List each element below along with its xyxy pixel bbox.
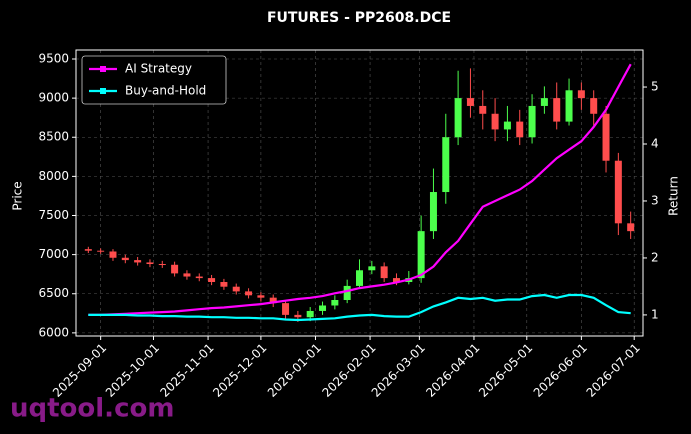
y-tick-label: 8500 xyxy=(38,130,69,144)
candle-body xyxy=(294,314,302,318)
candle-body xyxy=(380,266,388,279)
y-tick-label: 8000 xyxy=(38,169,69,183)
candle-body xyxy=(282,303,290,315)
y2-tick-label: 5 xyxy=(651,80,659,94)
candle-body xyxy=(146,262,154,265)
y2-tick-label: 2 xyxy=(651,250,659,264)
chart-title: FUTURES - PP2608.DCE xyxy=(267,10,451,26)
candle-body xyxy=(306,310,314,318)
y2-axis-label: Return xyxy=(667,176,681,216)
candle-body xyxy=(195,276,203,279)
legend-box xyxy=(81,55,227,105)
candle-body xyxy=(269,297,277,304)
candle-body xyxy=(97,250,105,252)
y-axis-label: Price xyxy=(11,181,25,210)
x-tick-label: 2025-11-01 xyxy=(157,341,216,400)
candle-body xyxy=(417,231,425,279)
legend-label: AI Strategy xyxy=(125,62,192,76)
candle-body xyxy=(479,105,487,114)
candle-body xyxy=(84,249,92,251)
y-tick-label: 6500 xyxy=(38,286,69,300)
candle-body xyxy=(614,160,622,224)
y2-tick-label: 3 xyxy=(651,193,659,207)
y-tick-label: 9000 xyxy=(38,91,69,105)
x-tick-label: 2026-05-01 xyxy=(476,341,535,400)
legend: AI Strategy Buy-and-Hold xyxy=(81,55,227,105)
candle-body xyxy=(121,257,129,261)
legend-label: Buy-and-Hold xyxy=(125,84,206,98)
candle-body xyxy=(590,98,598,114)
candle-body xyxy=(158,264,166,266)
candle-body xyxy=(516,121,524,138)
candle-body xyxy=(208,278,216,283)
y-tick-label: 7500 xyxy=(38,208,69,222)
x-tick-label: 2026-07-01 xyxy=(584,341,643,400)
candle-body xyxy=(171,264,179,274)
candle-body xyxy=(503,121,511,130)
y-tick-label: 6000 xyxy=(38,325,69,339)
x-tick-label: 2025-12-01 xyxy=(210,341,269,400)
candle-body xyxy=(356,270,363,286)
plot-frame xyxy=(75,49,644,337)
candle-body xyxy=(257,295,265,298)
candle-body xyxy=(109,251,117,258)
candle-body xyxy=(528,105,536,138)
x-tick-label: 2026-06-01 xyxy=(531,341,590,400)
candle-body xyxy=(368,266,376,271)
candle-body xyxy=(232,286,240,292)
x-tick-label: 2026-01-01 xyxy=(265,341,324,400)
candle-body xyxy=(134,260,142,263)
candle-body xyxy=(466,98,474,106)
candle-body xyxy=(565,90,573,122)
candle-body xyxy=(454,98,462,138)
y2-tick-label: 1 xyxy=(651,307,659,321)
legend-marker xyxy=(100,88,106,94)
candle-body xyxy=(245,291,253,296)
candle-body xyxy=(442,137,450,193)
candle-body xyxy=(627,223,635,232)
x-tick-label: 2025-09-01 xyxy=(50,341,109,400)
candle-body xyxy=(183,273,191,277)
candle-body xyxy=(319,305,327,311)
candle-body xyxy=(331,300,339,306)
line-series xyxy=(88,63,632,316)
y2-tick-label: 4 xyxy=(651,137,659,151)
candle-body xyxy=(392,278,400,283)
x-tick-label: 2025-10-01 xyxy=(103,341,162,400)
candle-body xyxy=(491,113,499,130)
candle-body xyxy=(553,98,561,122)
watermark: uqtool.com xyxy=(10,394,174,424)
candle-body xyxy=(220,282,228,287)
line-series xyxy=(88,293,631,322)
y-tick-label: 7000 xyxy=(38,247,69,261)
candle-body xyxy=(540,98,548,106)
candle-body xyxy=(577,90,585,99)
candle-body xyxy=(343,285,351,301)
candle-body xyxy=(602,113,610,161)
x-tick-label: 2026-04-01 xyxy=(423,341,482,400)
candle-body xyxy=(429,192,437,232)
y-tick-label: 9500 xyxy=(38,51,69,65)
legend-marker xyxy=(100,66,106,72)
